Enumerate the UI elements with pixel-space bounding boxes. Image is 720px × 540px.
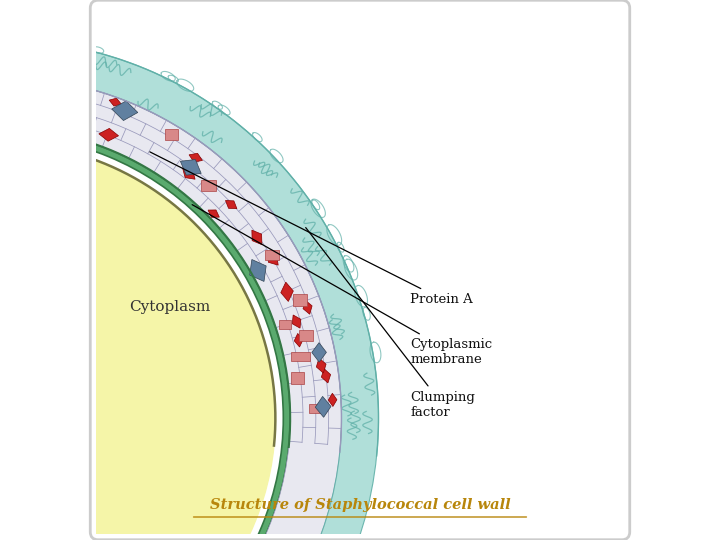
Polygon shape — [252, 230, 262, 245]
Polygon shape — [0, 80, 5, 97]
Bar — [75, 111, 95, 121]
Wedge shape — [0, 129, 290, 540]
Polygon shape — [0, 95, 13, 112]
Bar — [291, 352, 310, 361]
Polygon shape — [321, 369, 330, 383]
FancyBboxPatch shape — [90, 0, 630, 540]
Polygon shape — [183, 168, 195, 179]
Text: Capsule or polysaccharide
slime layer: Capsule or polysaccharide slime layer — [0, 539, 1, 540]
Polygon shape — [303, 300, 312, 314]
Bar — [292, 372, 304, 383]
Bar — [166, 129, 178, 140]
Circle shape — [0, 143, 275, 540]
Polygon shape — [294, 333, 303, 347]
Polygon shape — [312, 343, 326, 362]
Wedge shape — [0, 40, 379, 540]
Polygon shape — [99, 129, 119, 141]
Polygon shape — [112, 101, 138, 120]
Bar — [27, 87, 46, 96]
Text: Clumping
factor: Clumping factor — [306, 227, 475, 419]
Polygon shape — [109, 98, 121, 106]
Polygon shape — [292, 315, 301, 328]
Polygon shape — [316, 358, 326, 373]
Bar — [279, 320, 291, 329]
Polygon shape — [225, 200, 237, 208]
Polygon shape — [62, 117, 82, 132]
Polygon shape — [315, 396, 331, 417]
Text: Cytoplasm: Cytoplasm — [129, 300, 210, 314]
Polygon shape — [267, 252, 278, 265]
Polygon shape — [58, 107, 71, 114]
Polygon shape — [181, 159, 201, 175]
Bar — [201, 180, 216, 191]
Polygon shape — [208, 210, 220, 217]
Text: Polysaccharide A
(teichoic acid): Polysaccharide A (teichoic acid) — [0, 539, 1, 540]
Text: Structure of Staphylococcal cell wall: Structure of Staphylococcal cell wall — [210, 498, 510, 512]
Bar — [310, 404, 322, 413]
Polygon shape — [81, 110, 94, 118]
Bar — [292, 294, 307, 306]
Polygon shape — [250, 260, 266, 281]
Bar — [60, 109, 76, 121]
Bar — [299, 330, 313, 341]
Text: Cytoplasmic
membrane: Cytoplasmic membrane — [192, 205, 492, 366]
Text: Protein A: Protein A — [150, 152, 473, 306]
Wedge shape — [0, 77, 341, 540]
Text: Peptidoglycan layer: Peptidoglycan layer — [0, 539, 1, 540]
Polygon shape — [281, 282, 293, 301]
Polygon shape — [328, 393, 337, 407]
Polygon shape — [189, 153, 202, 162]
Bar — [264, 250, 279, 260]
Polygon shape — [0, 106, 8, 116]
